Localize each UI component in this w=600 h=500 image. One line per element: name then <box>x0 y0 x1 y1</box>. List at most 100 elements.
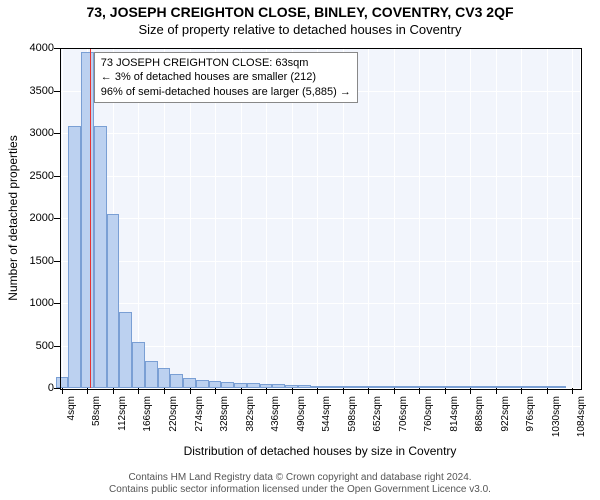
gridline-v <box>572 48 573 388</box>
bar <box>298 385 311 388</box>
bar <box>221 382 234 388</box>
x-tick-label: 868sqm <box>474 396 485 442</box>
x-tick <box>445 388 446 394</box>
x-tick-label: 58sqm <box>91 396 102 442</box>
marker-line <box>90 48 91 388</box>
x-tick-label: 976sqm <box>525 396 536 442</box>
bar <box>107 214 120 388</box>
gridline-v <box>496 48 497 388</box>
copyright-line1: Contains HM Land Registry data © Crown c… <box>0 472 600 484</box>
bar <box>170 374 183 388</box>
y-tick <box>54 176 60 177</box>
x-tick-label: 166sqm <box>142 396 153 442</box>
bar <box>132 342 145 388</box>
x-tick-label: 598sqm <box>347 396 358 442</box>
bar <box>183 378 196 388</box>
gridline-v <box>368 48 369 388</box>
y-axis-label: Number of detached properties <box>6 48 20 388</box>
gridline-v <box>394 48 395 388</box>
bar <box>94 126 107 388</box>
x-tick <box>164 388 165 394</box>
y-tick <box>54 91 60 92</box>
x-tick <box>190 388 191 394</box>
y-tick <box>54 303 60 304</box>
annotation-line3: 96% of semi-detached houses are larger (… <box>101 85 351 99</box>
x-tick-label: 814sqm <box>449 396 460 442</box>
x-tick-label: 436sqm <box>270 396 281 442</box>
x-tick <box>343 388 344 394</box>
annotation-box: 73 JOSEPH CREIGHTON CLOSE: 63sqm ← 3% of… <box>94 52 358 103</box>
bar <box>196 380 209 388</box>
x-tick <box>419 388 420 394</box>
x-tick <box>317 388 318 394</box>
bar <box>145 361 158 388</box>
y-tick <box>54 261 60 262</box>
x-tick <box>572 388 573 394</box>
chart-subtitle: Size of property relative to detached ho… <box>0 22 600 37</box>
x-tick-label: 1030sqm <box>551 396 562 442</box>
bar <box>272 384 285 388</box>
chart-container: 73, JOSEPH CREIGHTON CLOSE, BINLEY, COVE… <box>0 0 600 500</box>
y-tick <box>54 388 60 389</box>
x-tick-label: 274sqm <box>194 396 205 442</box>
x-tick <box>138 388 139 394</box>
bar <box>158 368 171 388</box>
bar <box>451 386 464 388</box>
x-tick-label: 706sqm <box>398 396 409 442</box>
x-tick-label: 760sqm <box>423 396 434 442</box>
gridline-v <box>419 48 420 388</box>
x-tick <box>470 388 471 394</box>
bar <box>247 383 260 388</box>
gridline-v <box>521 48 522 388</box>
copyright-text: Contains HM Land Registry data © Crown c… <box>0 472 600 496</box>
copyright-line2: Contains public sector information licen… <box>0 484 600 496</box>
x-tick-label: 382sqm <box>245 396 256 442</box>
bar <box>528 386 541 388</box>
x-tick-label: 1084sqm <box>576 396 587 442</box>
x-tick <box>113 388 114 394</box>
bar <box>349 386 362 388</box>
x-tick <box>266 388 267 394</box>
bar <box>119 312 132 389</box>
gridline-v <box>470 48 471 388</box>
bar <box>553 386 566 388</box>
x-tick-label: 4sqm <box>66 396 77 442</box>
x-tick-label: 544sqm <box>321 396 332 442</box>
bar <box>426 386 439 388</box>
y-tick <box>54 346 60 347</box>
x-tick-label: 490sqm <box>296 396 307 442</box>
x-axis-label: Distribution of detached houses by size … <box>60 444 580 458</box>
x-tick-label: 112sqm <box>117 396 128 442</box>
y-tick <box>54 48 60 49</box>
annotation-line1: 73 JOSEPH CREIGHTON CLOSE: 63sqm <box>101 56 351 70</box>
x-tick <box>241 388 242 394</box>
x-tick <box>496 388 497 394</box>
x-tick <box>394 388 395 394</box>
x-tick <box>547 388 548 394</box>
chart-title: 73, JOSEPH CREIGHTON CLOSE, BINLEY, COVE… <box>0 4 600 20</box>
x-tick <box>87 388 88 394</box>
x-tick-label: 220sqm <box>168 396 179 442</box>
bar <box>209 381 222 388</box>
x-tick <box>292 388 293 394</box>
bar <box>81 52 94 388</box>
x-tick-label: 328sqm <box>219 396 230 442</box>
x-tick <box>62 388 63 394</box>
gridline-v <box>62 48 63 388</box>
y-tick <box>54 133 60 134</box>
bar <box>477 386 490 388</box>
bar <box>502 386 515 388</box>
annotation-line2: ← 3% of detached houses are smaller (212… <box>101 70 351 84</box>
x-tick-label: 922sqm <box>500 396 511 442</box>
y-tick <box>54 218 60 219</box>
bar <box>400 386 413 388</box>
gridline-v <box>445 48 446 388</box>
bar <box>68 126 81 388</box>
x-tick <box>368 388 369 394</box>
x-tick <box>215 388 216 394</box>
x-tick <box>521 388 522 394</box>
bar <box>56 377 69 388</box>
bar <box>324 386 337 388</box>
bar <box>375 386 388 388</box>
gridline-v <box>547 48 548 388</box>
